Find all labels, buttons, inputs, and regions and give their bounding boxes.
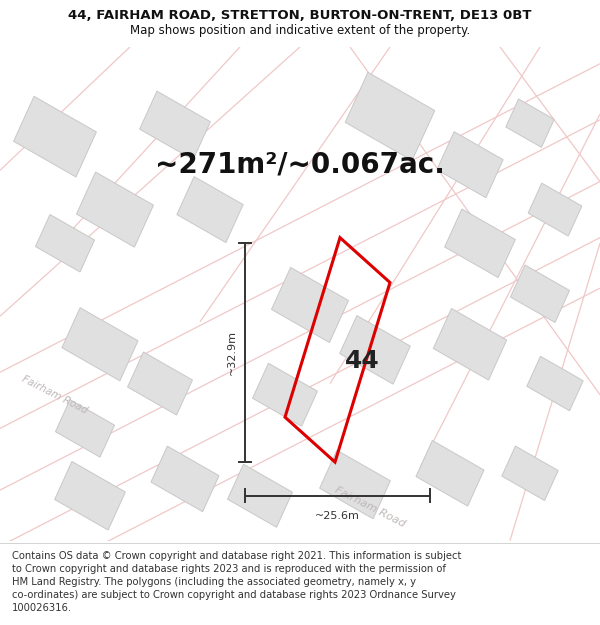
Polygon shape: [128, 352, 193, 415]
Polygon shape: [527, 356, 583, 411]
Polygon shape: [77, 172, 154, 247]
Polygon shape: [62, 308, 138, 381]
Polygon shape: [511, 265, 569, 322]
Text: 44, FAIRHAM ROAD, STRETTON, BURTON-ON-TRENT, DE13 0BT: 44, FAIRHAM ROAD, STRETTON, BURTON-ON-TR…: [68, 9, 532, 22]
Text: to Crown copyright and database rights 2023 and is reproduced with the permissio: to Crown copyright and database rights 2…: [12, 564, 446, 574]
Polygon shape: [345, 72, 435, 161]
Polygon shape: [437, 132, 503, 198]
Polygon shape: [35, 214, 95, 272]
Polygon shape: [502, 446, 558, 501]
Polygon shape: [506, 99, 554, 148]
Text: ~32.9m: ~32.9m: [227, 330, 237, 375]
Text: Map shows position and indicative extent of the property.: Map shows position and indicative extent…: [130, 24, 470, 36]
Polygon shape: [340, 316, 410, 384]
Polygon shape: [528, 183, 582, 236]
Text: Fairham Road: Fairham Road: [20, 374, 89, 416]
Polygon shape: [445, 209, 515, 278]
Polygon shape: [55, 399, 115, 457]
Text: 100026316.: 100026316.: [12, 603, 72, 613]
Text: Contains OS data © Crown copyright and database right 2021. This information is : Contains OS data © Crown copyright and d…: [12, 551, 461, 561]
Text: ~25.6m: ~25.6m: [315, 511, 360, 521]
Text: 44: 44: [345, 349, 380, 373]
Polygon shape: [227, 464, 292, 528]
Text: ~271m²/~0.067ac.: ~271m²/~0.067ac.: [155, 151, 445, 179]
Polygon shape: [253, 363, 317, 426]
Text: HM Land Registry. The polygons (including the associated geometry, namely x, y: HM Land Registry. The polygons (includin…: [12, 577, 416, 587]
Polygon shape: [272, 268, 349, 342]
Polygon shape: [14, 96, 97, 177]
Text: co-ordinates) are subject to Crown copyright and database rights 2023 Ordnance S: co-ordinates) are subject to Crown copyr…: [12, 590, 456, 600]
Polygon shape: [140, 91, 211, 160]
Polygon shape: [55, 461, 125, 530]
Polygon shape: [320, 450, 391, 519]
Polygon shape: [433, 309, 507, 380]
Text: Fairham Road: Fairham Road: [333, 485, 407, 529]
Polygon shape: [177, 177, 243, 242]
Polygon shape: [416, 441, 484, 506]
Polygon shape: [151, 446, 219, 512]
